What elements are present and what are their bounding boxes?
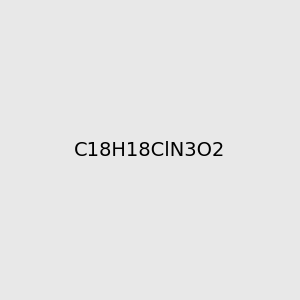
Text: C18H18ClN3O2: C18H18ClN3O2 (74, 140, 226, 160)
